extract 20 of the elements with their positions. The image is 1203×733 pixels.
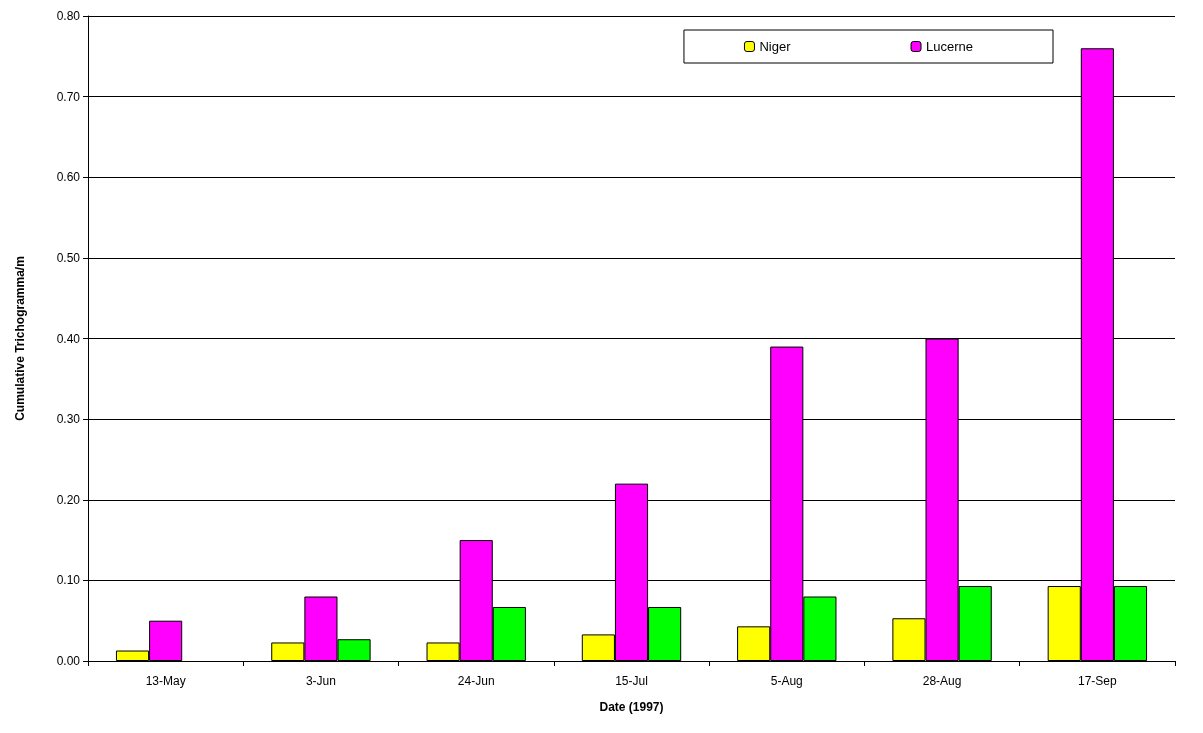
legend-label: Lucerne	[926, 39, 974, 54]
y-tick-label: 0.00	[56, 654, 81, 668]
x-tick-label: 24-Jun	[457, 674, 495, 688]
y-tick-label: 0.60	[56, 170, 81, 185]
x-tick-label: 13-May	[145, 674, 186, 688]
x-tick-label: 5-Aug	[770, 674, 803, 688]
x-axis-title: Date (1997)	[599, 700, 664, 714]
y-tick-label: 0.10	[56, 573, 81, 588]
x-tick-label: 15-Jul	[615, 674, 648, 688]
x-tick-label: 3-Jun	[305, 674, 336, 688]
y-tick-label: 0.50	[56, 250, 81, 265]
x-tick-label: 28-Aug	[922, 674, 962, 688]
x-tick-label: 17-Sep	[1078, 674, 1118, 688]
y-axis-title: Cumulative Trichogramma/m	[13, 256, 27, 421]
y-tick-label: 0.30	[56, 412, 81, 427]
y-tick-label: 0.80	[56, 9, 81, 23]
y-tick-label: 0.20	[56, 492, 81, 507]
y-tick-label: 0.40	[56, 331, 81, 346]
legend-label: Niger	[759, 39, 792, 54]
y-tick-label: 0.70	[56, 89, 81, 104]
